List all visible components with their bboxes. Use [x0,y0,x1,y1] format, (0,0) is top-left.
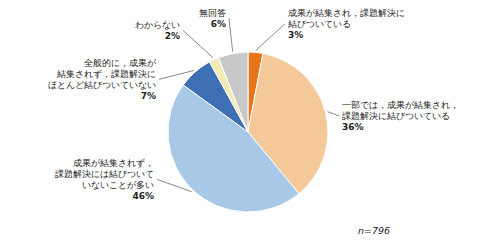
slice-label: わからない [135,20,180,30]
slice-label: 無回答 [199,8,226,18]
slices [168,52,328,212]
value-label: 3% [288,30,303,40]
annotation: n=796 [358,225,390,236]
leader-line [327,112,339,116]
leader-line [229,18,233,51]
slice-label: 成果が結集されず，課題解決には結びついていないことが多い [55,158,154,190]
slice-label: 全般的に，成果が結集されず，課題解決にほとんど結びついていない [48,58,157,90]
value-label: 6% [211,19,226,29]
chart: 成果が結集され，課題解決に結びついている3% 一部では，成果が結集され，課題解決に… [0,0,497,252]
value-label: 2% [165,31,180,41]
leader-line [256,24,285,51]
labels: 成果が結集され，課題解決に結びついている3% 一部では，成果が結集され，課題解決に… [48,8,459,201]
value-label: 7% [141,91,156,101]
value-label: 46% [132,191,154,201]
value-label: 36% [342,122,364,132]
leader-line [157,179,192,191]
slice-label: 一部では，成果が結集され，課題解決に結びついている [342,100,459,121]
slice-label: 成果が結集され，課題解決に結びついている [287,8,405,29]
leader-line [159,70,194,79]
pie-slice [219,52,248,132]
leader-line [183,30,213,57]
